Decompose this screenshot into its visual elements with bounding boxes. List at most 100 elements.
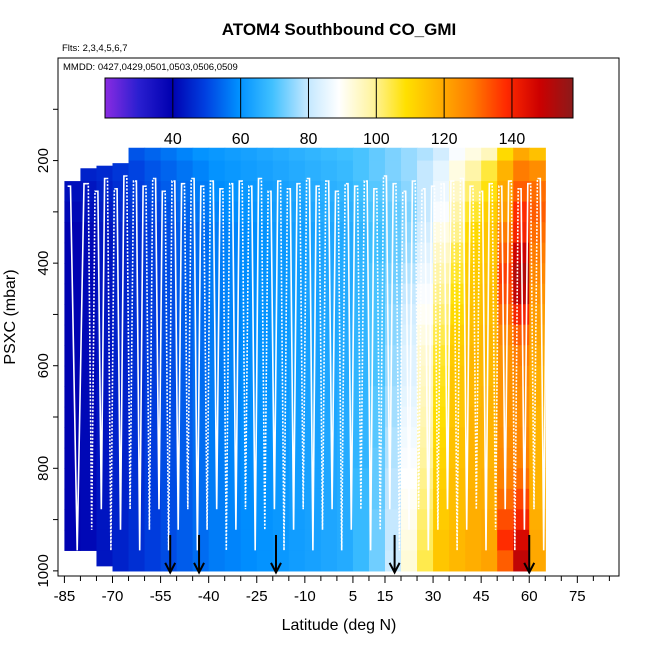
- heatmap-cell: [112, 529, 130, 551]
- heatmap-cell: [176, 147, 194, 162]
- heatmap-cell: [465, 529, 482, 551]
- heatmap-cell: [272, 427, 290, 449]
- heatmap-cell: [96, 406, 114, 428]
- heatmap-cell: [256, 406, 274, 428]
- heatmap-cell: [160, 324, 178, 346]
- heatmap-cell: [449, 365, 466, 387]
- heatmap-cell: [112, 263, 130, 285]
- heatmap-cell: [112, 324, 130, 346]
- heatmap-cell: [320, 509, 338, 531]
- heatmap-cell: [384, 263, 402, 285]
- x-tick-label: -10: [294, 588, 316, 605]
- heatmap-cell: [529, 160, 546, 182]
- y-tick-label: 1000: [35, 554, 52, 587]
- heatmap-cell: [192, 160, 210, 182]
- heatmap-cell: [336, 147, 354, 162]
- heatmap-cell: [288, 365, 306, 387]
- heatmap-cell: [224, 345, 242, 367]
- heatmap-cell: [513, 345, 530, 367]
- flight-track-segment: [260, 177, 270, 530]
- heatmap-cell: [352, 345, 370, 367]
- heatmap-cell: [401, 263, 418, 285]
- heatmap-cell: [529, 324, 546, 346]
- heatmap-cell: [513, 529, 530, 551]
- heatmap-cell: [529, 386, 546, 408]
- flight-track-segment: [202, 180, 212, 530]
- heatmap-cell: [513, 324, 530, 346]
- heatmap-cell: [352, 488, 370, 510]
- heatmap-cell: [513, 488, 530, 510]
- chart-subtitle-dates: MMDD: 0427,0429,0501,0503,0506,0509: [63, 62, 238, 73]
- heatmap-cell: [368, 550, 386, 572]
- flight-track-segment: [442, 180, 453, 510]
- heatmap-cell: [497, 222, 514, 244]
- heatmap-cell: [401, 242, 418, 264]
- heatmap-cell: [465, 147, 482, 162]
- heatmap-cell: [256, 509, 274, 531]
- heatmap-cell: [240, 386, 258, 408]
- heatmap-cell: [497, 550, 514, 572]
- heatmap-cell: [272, 160, 290, 182]
- heatmap-cell: [64, 201, 82, 223]
- flight-track-segment: [106, 177, 116, 551]
- heatmap-cell: [320, 488, 338, 510]
- heatmap-cell: [336, 488, 354, 510]
- heatmap-cell: [128, 488, 146, 510]
- heatmap-cell: [401, 345, 418, 367]
- heatmap-cell: [320, 324, 338, 346]
- heatmap-cell: [449, 550, 466, 572]
- heatmap-cell: [529, 406, 546, 428]
- heatmap-cell: [240, 406, 258, 428]
- heatmap-cell: [256, 304, 274, 326]
- heatmap-cell: [320, 160, 338, 182]
- heatmap-cell: [144, 160, 162, 182]
- heatmap-cell: [224, 529, 242, 551]
- heatmap-cell: [208, 550, 226, 572]
- heatmap-cell: [64, 468, 82, 490]
- heatmap-cell: [304, 304, 322, 326]
- heatmap-cell: [128, 509, 146, 531]
- flight-track-segment: [308, 177, 318, 551]
- heatmap-cell: [401, 304, 418, 326]
- heatmap-cell: [304, 147, 322, 162]
- heatmap-cell: [449, 160, 466, 182]
- heatmap-cell: [336, 550, 354, 572]
- heatmap-cell: [192, 283, 210, 305]
- heatmap-cell: [272, 147, 290, 162]
- heatmap-cell: [208, 283, 226, 305]
- heatmap-cell: [224, 509, 242, 531]
- heatmap-cell: [64, 406, 82, 428]
- heatmap-cell: [401, 386, 418, 408]
- flight-track-segment: [163, 180, 174, 551]
- heatmap-cell: [384, 529, 402, 551]
- heatmap-cell: [481, 160, 498, 182]
- heatmap-cell: [224, 550, 242, 572]
- heatmap-cell: [208, 222, 226, 244]
- heatmap-cell: [256, 365, 274, 387]
- heatmap-cell: [96, 304, 114, 326]
- heatmap-cell: [368, 488, 386, 510]
- heatmap-cell: [497, 345, 514, 367]
- heatmap-cell: [288, 242, 306, 264]
- x-tick-label: -40: [198, 588, 220, 605]
- heatmap-cell: [449, 406, 466, 428]
- heatmap-cell: [160, 345, 178, 367]
- heatmap-cell: [497, 509, 514, 531]
- heatmap-cell: [192, 263, 210, 285]
- flight-track-segment: [548, 162, 559, 530]
- heatmap-cell: [433, 447, 450, 469]
- heatmap-cell: [352, 147, 370, 162]
- flight-track-segment: [211, 180, 222, 510]
- flight-track-segment: [67, 182, 87, 551]
- heatmap-cell: [192, 386, 210, 408]
- heatmap-cell: [272, 509, 290, 531]
- flight-track-segment: [461, 177, 472, 530]
- heatmap-cell: [384, 365, 402, 387]
- x-tick-label: -25: [246, 588, 268, 605]
- heatmap-cell: [112, 386, 130, 408]
- heatmap-cell: [384, 509, 402, 531]
- heatmap-cell: [80, 304, 98, 326]
- heatmap-cell: [128, 160, 146, 182]
- heatmap-cell: [80, 406, 98, 428]
- heatmap-cell: [176, 509, 194, 531]
